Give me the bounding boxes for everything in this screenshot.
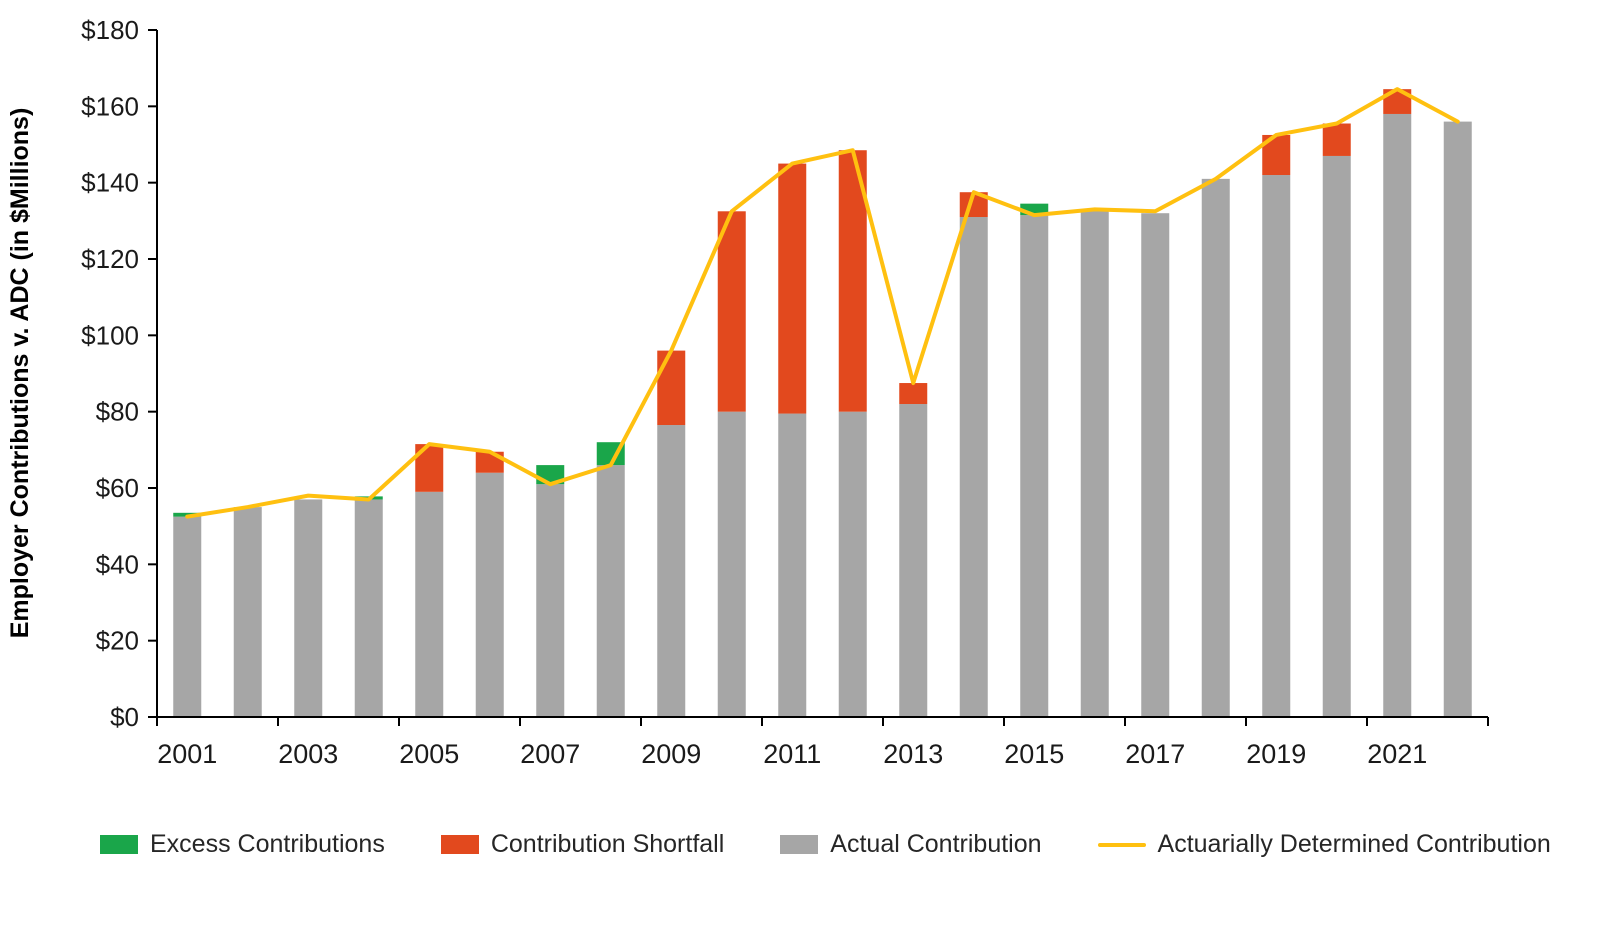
bar-actual-2010 <box>717 411 746 717</box>
legend-label: Actual Contribution <box>830 830 1042 858</box>
bar-actual-2001 <box>173 516 202 717</box>
y-tick-label: $140 <box>81 168 139 198</box>
bar-actual-2013 <box>899 404 928 717</box>
bar-actual-2022 <box>1443 121 1472 718</box>
y-tick-label: $60 <box>96 473 139 503</box>
bar-actual-2011 <box>778 413 807 717</box>
y-tick-label: $160 <box>81 91 139 121</box>
y-tick-label: $80 <box>96 397 139 427</box>
x-tick-label: 2007 <box>520 739 580 769</box>
bar-shortfall-2013 <box>899 383 928 405</box>
adc-line-swatch-icon <box>1097 842 1146 847</box>
legend-label: Actuarially Determined Contribution <box>1157 830 1551 858</box>
contribution-shortfall-swatch-icon <box>440 835 479 854</box>
bar-actual-2015 <box>1020 215 1049 717</box>
contributions-chart: Employer Contributions v. ADC (in $Milli… <box>6 15 1489 769</box>
legend-item-contribution-shortfall: Contribution Shortfall <box>440 830 725 859</box>
bar-actual-2019 <box>1262 175 1291 718</box>
x-tick-label: 2011 <box>763 739 821 769</box>
y-tick-label: $180 <box>81 15 139 45</box>
y-axis-title: Employer Contributions v. ADC (in $Milli… <box>6 108 34 639</box>
bar-actual-2007 <box>536 484 565 717</box>
x-tick-label: 2015 <box>1004 739 1064 769</box>
legend-label: Excess Contributions <box>150 830 385 858</box>
bar-actual-2009 <box>657 425 686 717</box>
x-tick-label: 2009 <box>641 739 701 769</box>
bar-actual-2003 <box>294 499 323 717</box>
bar-actual-2020 <box>1322 155 1351 717</box>
y-tick-label: $40 <box>96 549 139 579</box>
y-tick-label: $0 <box>110 702 139 732</box>
bar-actual-2021 <box>1383 113 1412 717</box>
legend-item-adc: Actuarially Determined Contribution <box>1097 830 1551 859</box>
x-tick-label: 2005 <box>399 739 459 769</box>
chart-legend: Excess Contributions Contribution Shortf… <box>100 830 1600 859</box>
legend-label: Contribution Shortfall <box>490 830 725 858</box>
bar-shortfall-2010 <box>717 211 746 412</box>
bar-excess-2015 <box>1020 203 1049 216</box>
bar-actual-2004 <box>354 499 383 717</box>
bar-actual-2012 <box>838 411 867 717</box>
adc-line <box>185 87 1460 519</box>
x-tick-label: 2013 <box>883 739 943 769</box>
y-tick-label: $120 <box>81 244 139 274</box>
bar-shortfall-2009 <box>657 350 686 426</box>
bar-shortfall-2011 <box>778 163 807 414</box>
x-tick-label: 2019 <box>1246 739 1306 769</box>
bar-actual-2016 <box>1080 211 1109 717</box>
bar-actual-2018 <box>1201 178 1230 718</box>
bar-shortfall-2020 <box>1322 123 1351 156</box>
bar-actual-2005 <box>415 491 444 717</box>
excess-contributions-swatch-icon <box>100 835 138 854</box>
x-tick-label: 2017 <box>1125 739 1185 769</box>
y-tick-label: $100 <box>81 320 139 350</box>
x-tick-label: 2021 <box>1367 739 1427 769</box>
bar-actual-2014 <box>959 217 988 717</box>
legend-item-actual-contribution: Actual Contribution <box>780 830 1042 859</box>
bar-actual-2008 <box>596 465 625 717</box>
y-tick-label: $20 <box>96 626 139 656</box>
x-tick-label: 2001 <box>157 739 217 769</box>
bar-actual-2017 <box>1141 213 1170 717</box>
legend-item-excess-contributions: Excess Contributions <box>100 830 385 859</box>
bar-actual-2006 <box>475 472 504 717</box>
actual-contribution-swatch-icon <box>780 835 819 854</box>
bar-actual-2002 <box>233 507 262 717</box>
x-tick-label: 2003 <box>278 739 338 769</box>
chart-area: Employer Contributions v. ADC (in $Milli… <box>6 15 1489 769</box>
